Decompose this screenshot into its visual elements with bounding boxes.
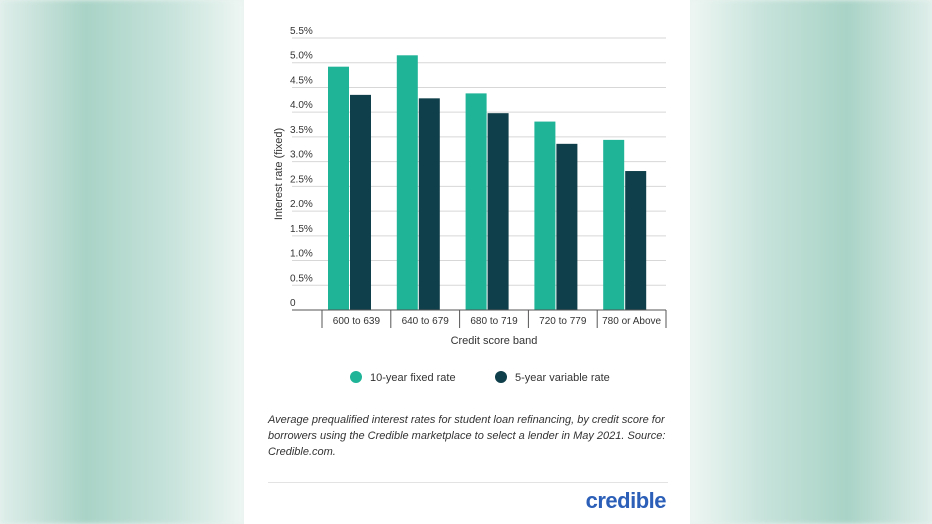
bar-variable	[350, 94, 371, 310]
y-tick-label: 3.0%	[290, 150, 313, 161]
chart-card: 0 0.5% 1.0% 1.5% 2.0% 2.5% 3.0% 3.5% 4.0% 4.5% 5.0…	[244, 0, 690, 524]
bar-variable	[625, 171, 647, 310]
y-tick-label: 2.0%	[290, 199, 313, 210]
x-tick-label: 720 to 779	[539, 316, 587, 327]
background-left	[0, 0, 244, 524]
y-tick-label: 1.0%	[290, 249, 313, 260]
background-right	[690, 0, 932, 524]
y-tick-label: 4.5%	[290, 75, 313, 86]
y-tick-label: 3.5%	[290, 125, 313, 136]
bar-variable	[487, 113, 509, 311]
y-tick-label: 5.5%	[290, 26, 313, 37]
y-tick-label: 1.5%	[290, 224, 313, 235]
x-tick-label: 640 to 679	[402, 316, 450, 327]
legend-label: 10-year fixed rate	[370, 372, 456, 384]
bar-fixed	[465, 93, 487, 310]
y-tick-label: 0.5%	[290, 273, 313, 284]
y-tick-label: 4.0%	[290, 100, 313, 111]
y-tick-label: 0	[290, 298, 296, 309]
y-tick-label: 5.0%	[290, 51, 313, 62]
bar-chart: 0 0.5% 1.0% 1.5% 2.0% 2.5% 3.0% 3.5% 4.0% 4.5% 5.0…	[273, 26, 667, 384]
legend-swatch	[350, 371, 362, 383]
y-axis-label: Interest rate (fixed)	[273, 128, 285, 220]
x-tick-label: 600 to 639	[333, 316, 381, 327]
bar-variable	[556, 143, 578, 310]
bar-fixed	[603, 139, 625, 310]
x-tick-label: 780 or Above	[602, 316, 661, 327]
chart-caption: Average prequalified interest rates for …	[268, 414, 666, 458]
brand-logo: credible	[585, 488, 667, 513]
bar-fixed	[534, 121, 556, 310]
x-tick-label: 680 to 719	[470, 316, 518, 327]
legend-label: 5-year variable rate	[515, 372, 610, 384]
y-tick-label: 2.5%	[290, 174, 313, 185]
x-axis-label: Credit score band	[451, 335, 538, 347]
legend-swatch	[495, 371, 507, 383]
bar-variable	[418, 98, 440, 310]
bar-fixed	[396, 55, 418, 311]
divider	[268, 482, 668, 483]
bar-fixed	[328, 66, 349, 310]
